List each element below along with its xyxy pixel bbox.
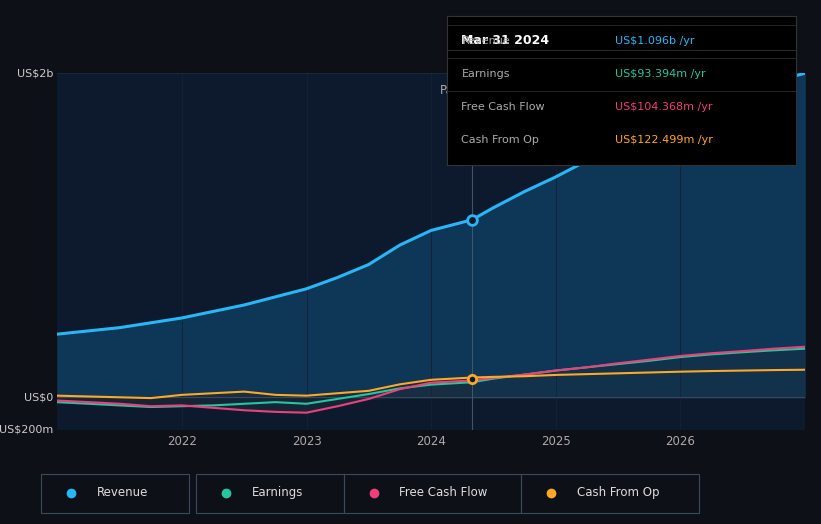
Text: Analysts Forecasts: Analysts Forecasts (479, 84, 589, 97)
Text: Free Cash Flow: Free Cash Flow (461, 102, 545, 112)
Text: Revenue: Revenue (461, 36, 510, 46)
Text: US$104.368m /yr: US$104.368m /yr (615, 102, 713, 112)
Text: US$0: US$0 (25, 392, 53, 402)
Text: US$1.096b /yr: US$1.096b /yr (615, 36, 695, 46)
Text: Cash From Op: Cash From Op (576, 486, 659, 499)
Text: Mar 31 2024: Mar 31 2024 (461, 34, 549, 47)
Text: US$2b: US$2b (17, 68, 53, 79)
Text: Free Cash Flow: Free Cash Flow (400, 486, 488, 499)
Text: -US$200m: -US$200m (0, 424, 53, 435)
Text: Past: Past (440, 84, 465, 97)
Text: US$93.394m /yr: US$93.394m /yr (615, 69, 705, 79)
Text: Cash From Op: Cash From Op (461, 135, 539, 145)
Text: Earnings: Earnings (252, 486, 303, 499)
Text: US$122.499m /yr: US$122.499m /yr (615, 135, 713, 145)
Text: Earnings: Earnings (461, 69, 510, 79)
Text: Revenue: Revenue (97, 486, 148, 499)
